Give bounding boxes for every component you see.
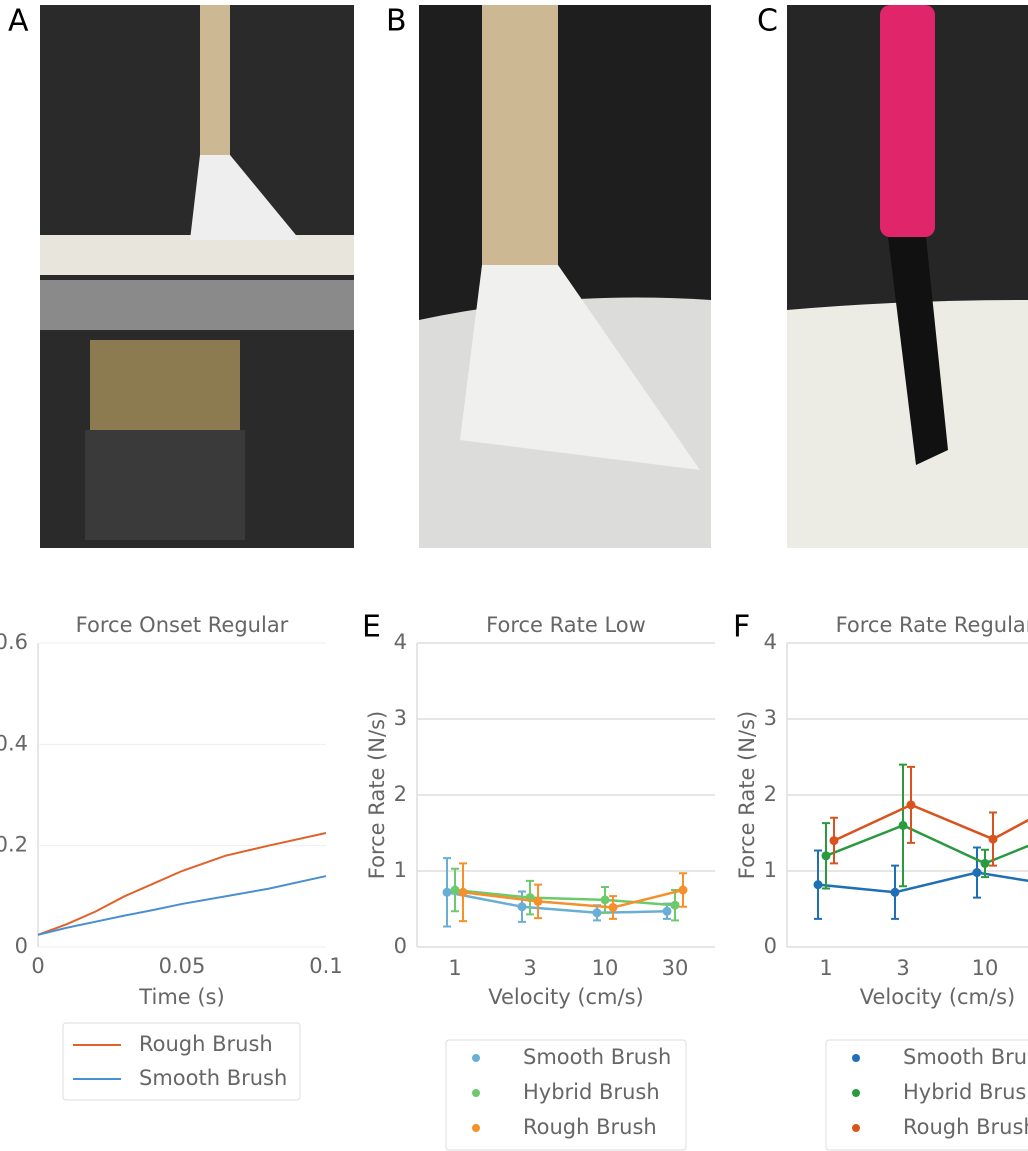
point bbox=[822, 851, 831, 860]
x-tick-label: 1 bbox=[819, 956, 832, 980]
x-tick-label: 3 bbox=[896, 956, 909, 980]
x-tick-label: 30 bbox=[662, 956, 689, 980]
line bbox=[38, 833, 326, 935]
figure: A B C Force Onset Regular 0 0.2 0.4 0.6 Time … bbox=[0, 0, 1028, 1151]
y-tick-label: 2 bbox=[764, 782, 777, 806]
page: A B C Force Onset Regular 0 0.2 0.4 0.6 Time … bbox=[0, 0, 1028, 1151]
point bbox=[814, 880, 823, 889]
y-tick-label: 0 bbox=[15, 934, 28, 958]
point bbox=[989, 835, 998, 844]
y-tick-label: 2 bbox=[394, 782, 407, 806]
point bbox=[534, 897, 543, 906]
photo-a bbox=[40, 5, 354, 548]
y-tick-label: 4 bbox=[394, 630, 407, 654]
legend-swatch bbox=[472, 1124, 480, 1132]
y-axis-label: Force Rate (N/s) bbox=[365, 711, 389, 879]
legend-swatch bbox=[472, 1054, 480, 1062]
legend-swatch bbox=[472, 1089, 480, 1097]
y-tick-label: 0 bbox=[394, 934, 407, 958]
y-tick-label: 0.4 bbox=[0, 731, 28, 755]
y-tick-label: 3 bbox=[764, 706, 777, 730]
photo-c bbox=[787, 5, 1028, 548]
x-tick-label: 10 bbox=[972, 956, 999, 980]
point bbox=[593, 908, 602, 917]
panel-label: B bbox=[386, 4, 407, 39]
legend-label: Smooth Brush bbox=[903, 1045, 1028, 1069]
x-axis-label: Velocity (cm/s) bbox=[860, 985, 1015, 1009]
point bbox=[451, 886, 460, 895]
line bbox=[38, 876, 326, 935]
legend-label: Rough Brush bbox=[903, 1115, 1028, 1139]
y-tick-label: 4 bbox=[764, 630, 777, 654]
legend-label: Hybrid Brush bbox=[903, 1080, 1028, 1104]
legend-swatch bbox=[852, 1089, 860, 1097]
x-tick-label: 10 bbox=[592, 956, 619, 980]
chart-title: Force Rate Low bbox=[486, 613, 646, 637]
y-tick-label: 0.2 bbox=[0, 833, 28, 857]
point bbox=[899, 821, 908, 830]
point bbox=[671, 901, 680, 910]
panel-label: A bbox=[8, 4, 29, 39]
point bbox=[981, 859, 990, 868]
point bbox=[830, 836, 839, 845]
legend-swatch bbox=[852, 1054, 860, 1062]
line bbox=[834, 799, 1028, 841]
x-axis-label: Velocity (cm/s) bbox=[488, 985, 643, 1009]
y-tick-label: 1 bbox=[764, 858, 777, 882]
y-tick-label: 0 bbox=[764, 934, 777, 958]
chart-title: Force Rate Regular bbox=[836, 613, 1028, 637]
chart-title: Force Onset Regular bbox=[76, 613, 289, 637]
point bbox=[663, 907, 672, 916]
point bbox=[459, 888, 468, 897]
point bbox=[679, 886, 688, 895]
line bbox=[818, 873, 1028, 893]
y-axis-label: Force Rate (N/s) bbox=[735, 711, 759, 879]
x-axis-label: Time (s) bbox=[138, 985, 224, 1009]
point bbox=[443, 888, 452, 897]
legend-swatch bbox=[852, 1124, 860, 1132]
point bbox=[973, 868, 982, 877]
y-tick-label: 3 bbox=[394, 706, 407, 730]
y-tick-label: 0.6 bbox=[0, 630, 28, 654]
panel-label: F bbox=[733, 610, 750, 645]
point bbox=[601, 895, 610, 904]
point bbox=[609, 903, 618, 912]
point bbox=[907, 800, 916, 809]
legend-label: Smooth Brush bbox=[523, 1045, 671, 1069]
x-tick-label: 0.1 bbox=[309, 954, 342, 978]
x-tick-label: 3 bbox=[523, 956, 536, 980]
point bbox=[518, 902, 527, 911]
x-tick-label: 0.05 bbox=[159, 954, 206, 978]
legend-label: Hybrid Brush bbox=[523, 1080, 660, 1104]
panel-label: C bbox=[757, 4, 778, 39]
x-tick-label: 1 bbox=[448, 956, 461, 980]
photo-b bbox=[419, 5, 711, 548]
x-tick-label: 0 bbox=[31, 954, 44, 978]
legend-label: Smooth Brush bbox=[139, 1066, 287, 1090]
point bbox=[891, 888, 900, 897]
legend-label: Rough Brush bbox=[523, 1115, 657, 1139]
panel-label: E bbox=[362, 610, 381, 645]
y-tick-label: 1 bbox=[394, 858, 407, 882]
legend-label: Rough Brush bbox=[139, 1032, 273, 1056]
